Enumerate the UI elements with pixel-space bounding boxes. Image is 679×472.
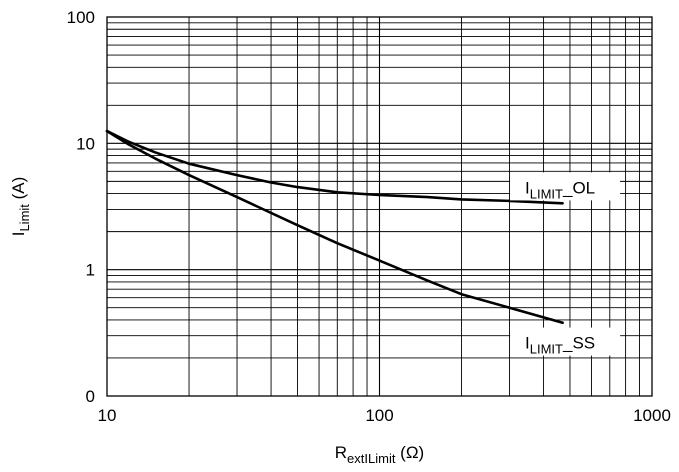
x-axis-title: RextILimit (Ω): [335, 443, 424, 466]
series-label-sub: LIMIT: [530, 186, 563, 201]
series-label-2: ILIMIT_SS: [525, 334, 595, 357]
plot-frame: [106, 16, 653, 397]
x-tick-label: 1000: [633, 406, 671, 425]
x-tick-label: 100: [365, 406, 393, 425]
series-line-2: [105, 129, 564, 325]
y-tick-label: 1: [86, 261, 95, 280]
series-label-bg: [510, 172, 621, 201]
x-axis-title-sub: extILimit: [347, 451, 396, 466]
series-label-1: ILIMIT_OL: [525, 178, 595, 201]
y-tick-label: 0: [86, 387, 95, 406]
series-label-bg: [510, 327, 621, 356]
y-axis-title: ILimit (A): [9, 177, 32, 237]
series-lines: [105, 129, 564, 325]
x-tick-labels: 10 100 1000: [98, 406, 671, 425]
y-axis-title-sub: Limit: [17, 204, 32, 232]
series-label-sub: LIMIT: [530, 342, 563, 357]
series-label-main: I: [525, 178, 530, 197]
x-axis-title-main: R: [335, 443, 347, 462]
x-tick-label: 10: [98, 406, 117, 425]
y-axis-title-unit: (A): [9, 177, 28, 204]
series-label-suffix: _SS: [562, 334, 595, 353]
y-axis-title-main: I: [9, 232, 28, 237]
y-tick-labels: 0 1 10 100: [67, 8, 95, 406]
y-tick-label: 10: [76, 134, 95, 153]
series-label-main: I: [525, 334, 530, 353]
y-tick-label: 100: [67, 8, 95, 27]
x-axis-title-unit: (Ω): [395, 443, 424, 462]
series-line-1: [105, 129, 564, 205]
series-label-suffix: _OL: [562, 178, 595, 197]
